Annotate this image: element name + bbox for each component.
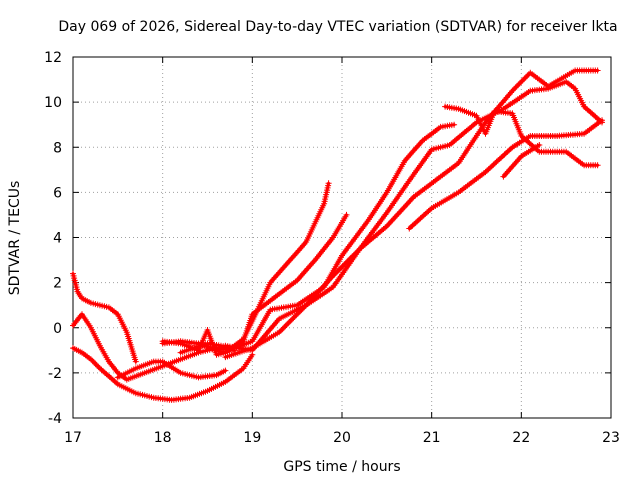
x-tick-label: 21 [423, 430, 441, 446]
y-tick-label: 12 [44, 50, 62, 66]
y-tick-label: 8 [53, 140, 62, 156]
series-arc-9 [222, 67, 601, 361]
x-tick-label: 23 [602, 430, 620, 446]
x-tick-label: 19 [243, 430, 261, 446]
series-arc-4 [114, 358, 229, 381]
data-series [70, 67, 605, 403]
series-arc-8 [222, 78, 605, 354]
y-tick-label: -4 [48, 411, 62, 427]
y-tick-label: 10 [44, 95, 62, 111]
plus-markers [222, 67, 601, 361]
y-tick-label: 0 [53, 321, 62, 337]
y-tick-label: 2 [53, 276, 62, 292]
plus-markers [406, 117, 605, 232]
plus-markers [500, 142, 543, 180]
series-arc-12 [500, 142, 543, 180]
y-tick-label: 4 [53, 231, 62, 247]
x-tick-label: 20 [333, 430, 351, 446]
y-axis-label: SDTVAR / TECUs [7, 181, 23, 296]
series-line [223, 69, 600, 359]
plus-markers [70, 345, 256, 403]
y-tick-label: -2 [48, 366, 62, 382]
x-axis-label: GPS time / hours [283, 459, 400, 475]
plus-markers [222, 78, 605, 354]
plus-markers [114, 358, 229, 381]
series-arc-1 [70, 270, 139, 365]
chart-title: Day 069 of 2026, Sidereal Day-to-day VTE… [58, 19, 617, 35]
axis-ticks: 17 18 19 20 21 22 23 -4 -2 0 2 4 6 8 10 12 [44, 50, 620, 446]
plus-markers [177, 121, 458, 356]
series-line [179, 123, 456, 355]
series-arc-10 [406, 117, 605, 232]
grid-lines [73, 57, 611, 418]
y-tick-label: 6 [53, 185, 62, 201]
series-line [161, 181, 331, 355]
x-tick-label: 18 [154, 430, 172, 446]
series-arc-3 [70, 345, 256, 403]
plus-markers [70, 270, 139, 365]
series-arc-7 [177, 121, 458, 356]
x-tick-label: 17 [64, 430, 82, 446]
x-tick-label: 22 [512, 430, 530, 446]
